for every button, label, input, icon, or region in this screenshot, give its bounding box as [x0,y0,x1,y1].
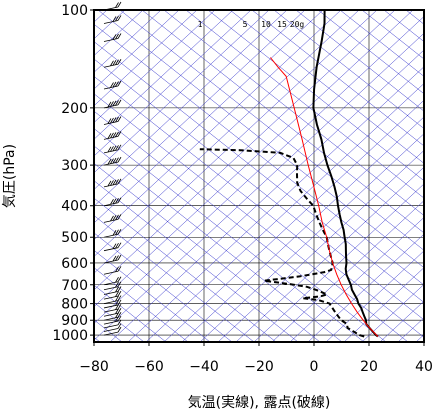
skewed-isotherm [236,0,435,342]
wind-barb [104,2,121,10]
skewed-isotherm [0,0,234,342]
y-tick-label: 1000 [52,328,88,344]
dry-adiabat [0,10,386,342]
mixing-ratio-label: 15 [277,20,287,29]
skewed-isotherm [0,0,360,342]
y-tick-label: 600 [61,256,88,272]
skewed-isotherm [128,0,435,342]
skewed-isotherm [0,0,270,342]
mixing-ratio-label: 20g [290,20,305,29]
wind-barb [104,198,121,206]
skewed-isotherm [0,0,324,342]
profile-layer [200,10,378,337]
y-tick-label: 700 [61,278,88,294]
y-tick-label: 900 [61,313,88,329]
skewed-isotherm [0,0,216,342]
x-tick-label: −80 [79,359,109,375]
skewed-isotherm [182,0,435,342]
skewed-isotherm [416,0,435,342]
wind-barb [104,304,121,312]
series-line-1 [200,149,364,336]
skewed-isotherm [0,0,288,342]
wind-barb [104,116,121,124]
y-tick-label: 400 [61,199,88,215]
y-axis-title: 気圧(hPa) [2,144,18,208]
x-tick-label: −40 [189,359,219,375]
wind-barb [104,214,121,222]
mixing-ratio-label: 5 [243,20,248,29]
dry-adiabat [98,10,435,342]
skewed-isotherm [0,0,198,342]
dry-adiabat [406,10,435,342]
skewed-isotherm [380,0,435,342]
x-tick-label: 40 [415,359,433,375]
dry-adiabat [120,10,435,342]
wind-barb [104,145,121,153]
wind-barb-layer [104,2,121,335]
wind-barb [104,243,121,251]
mixing-ratio-label: 1 [198,20,203,29]
dry-adiabat [0,10,210,342]
wind-barb [104,179,121,187]
wind-barb [104,312,121,320]
y-tick-label: 800 [61,297,88,313]
dry-adiabat [0,10,364,342]
skewed-isotherm [326,0,435,342]
x-tick-label: 0 [310,359,319,375]
wind-barb-shaft [104,325,118,328]
skewed-isotherm [56,0,435,342]
skewed-isotherm [0,0,342,342]
wind-barb [104,34,121,42]
y-tick-label: 200 [61,101,88,117]
skewed-isotherm [398,0,435,342]
x-axis-title: 気温(実線), 露点(破線) [188,395,331,411]
y-tick-label: 500 [61,230,88,246]
dry-adiabat [384,10,435,342]
dry-adiabat [230,10,435,342]
dry-adiabat [54,10,435,342]
dry-adiabat [0,10,342,342]
dry-adiabat [428,10,435,342]
skewed-isotherm [0,0,396,342]
dry-adiabat [0,10,254,342]
skewed-isotherm [38,0,435,342]
wind-barb [104,266,121,274]
skewed-isotherm [0,0,180,342]
wind-barb-shaft [104,332,118,335]
x-tick-label: −60 [134,359,164,375]
x-tick-label: 20 [360,359,378,375]
y-tick-label: 300 [61,158,88,174]
y-tick-label: 100 [61,3,88,19]
x-tick-label: −20 [244,359,274,375]
wind-barb [104,300,121,308]
wind-barb [104,81,121,89]
mixing-ratio-label: 10 [261,20,271,29]
dry-adiabat [318,10,435,342]
